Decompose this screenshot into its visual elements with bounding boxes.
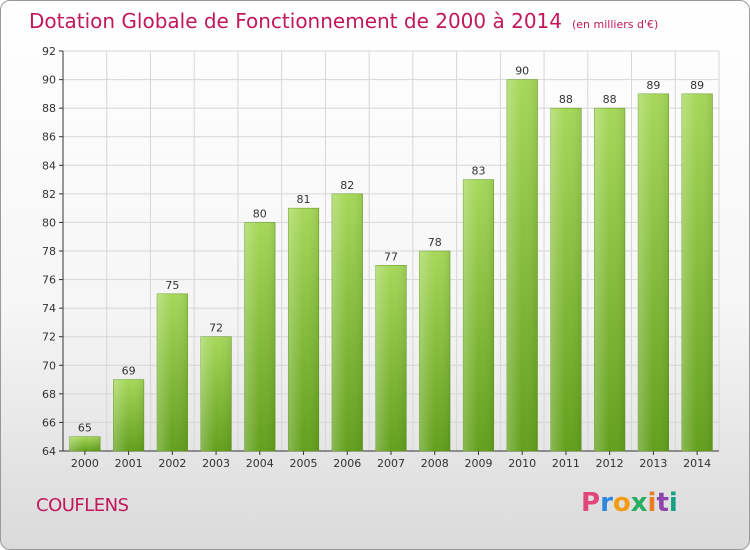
value-label-2008: 78	[428, 236, 442, 249]
x-tick-label-2002: 2002	[158, 457, 186, 470]
bar-shade-2002	[157, 293, 188, 451]
y-tick-label: 78	[42, 245, 56, 258]
x-tick-label-2001: 2001	[115, 457, 143, 470]
y-tick-label: 92	[42, 45, 56, 58]
logo-letter: t	[656, 488, 669, 518]
y-tick-label: 88	[42, 102, 56, 115]
logo-letter: x	[630, 488, 648, 518]
x-tick-label-2006: 2006	[333, 457, 361, 470]
y-tick-label: 64	[42, 445, 56, 458]
title-line: Dotation Globale de Fonctionnement de 20…	[29, 9, 658, 33]
bar-shade-2000	[69, 436, 101, 451]
y-tick-label: 86	[42, 131, 56, 144]
y-tick-label: 84	[42, 159, 56, 172]
chart-subtitle: (en milliers d'€)	[572, 18, 659, 31]
value-label-2009: 83	[471, 165, 485, 178]
x-tick-label-2003: 2003	[202, 457, 230, 470]
bar-shade-2005	[288, 208, 319, 451]
x-tick-label-2009: 2009	[464, 457, 492, 470]
y-tick-label: 66	[42, 416, 56, 429]
bars	[69, 79, 713, 452]
y-tick-label: 80	[42, 216, 56, 229]
value-label-2002: 75	[165, 279, 179, 292]
x-tick-label-2010: 2010	[508, 457, 536, 470]
x-tick-label-2014: 2014	[683, 457, 711, 470]
proxiti-logo[interactable]: Proxiti	[581, 488, 678, 518]
bar-shade-2001	[113, 379, 144, 451]
commune-name: COUFLENS	[36, 495, 129, 516]
value-label-2014: 89	[690, 79, 704, 92]
bar-shade-2013	[638, 93, 669, 451]
chart-title: Dotation Globale de Fonctionnement de 20…	[29, 9, 562, 33]
x-tick-label-2000: 2000	[71, 457, 99, 470]
logo-letter: i	[647, 488, 657, 518]
value-label-2010: 90	[515, 65, 529, 78]
bar-shade-2003	[200, 336, 232, 451]
x-tick-label-2007: 2007	[377, 457, 405, 470]
value-labels: 65 69 75 72 80 81 82 77 78 83 90 88 88 89 89	[78, 65, 704, 435]
x-tick-label-2011: 2011	[552, 457, 580, 470]
value-label-2005: 81	[297, 193, 311, 206]
bar-shade-2010	[506, 79, 538, 452]
y-tick-label: 68	[42, 388, 56, 401]
value-label-2007: 77	[384, 250, 398, 263]
value-label-2001: 69	[122, 365, 136, 378]
bar-shade-2011	[550, 108, 582, 452]
bar-shade-2006	[331, 193, 363, 451]
bar-shade-2008	[419, 251, 451, 451]
y-tick-label: 82	[42, 188, 56, 201]
value-label-2003: 72	[209, 322, 223, 335]
x-tick-label-2004: 2004	[246, 457, 274, 470]
logo-letter: i	[668, 488, 678, 518]
y-tick-label: 74	[42, 302, 56, 315]
bar-shade-2012	[594, 108, 625, 452]
value-label-2000: 65	[78, 422, 92, 435]
value-label-2006: 82	[340, 179, 354, 192]
logo-letter: r	[600, 488, 613, 518]
x-tick-label-2012: 2012	[596, 457, 624, 470]
bar-shade-2009	[463, 179, 494, 452]
value-label-2012: 88	[603, 93, 617, 106]
y-tick-label: 72	[42, 331, 56, 344]
value-label-2011: 88	[559, 93, 573, 106]
bar-shade-2004	[244, 222, 276, 451]
y-tick-label: 90	[42, 74, 56, 87]
x-tick-label-2005: 2005	[290, 457, 318, 470]
logo-letter: P	[581, 488, 601, 518]
logo-letter: o	[612, 488, 631, 518]
value-label-2004: 80	[253, 207, 267, 220]
x-tick-label-2008: 2008	[421, 457, 449, 470]
y-tick-label: 70	[42, 359, 56, 372]
x-tick-label-2013: 2013	[639, 457, 667, 470]
value-label-2013: 89	[646, 79, 660, 92]
y-tick-label: 76	[42, 274, 56, 287]
bar-shade-2007	[375, 265, 407, 451]
bar-shade-2014	[681, 93, 713, 451]
